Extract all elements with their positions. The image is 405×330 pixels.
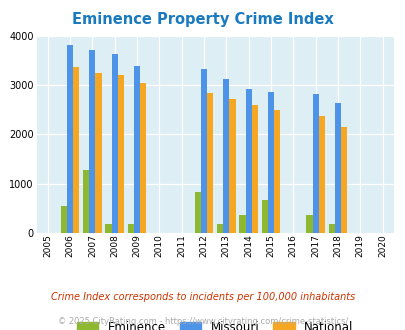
Text: © 2025 CityRating.com - https://www.cityrating.com/crime-statistics/: © 2025 CityRating.com - https://www.city…: [58, 317, 347, 326]
Bar: [67, 45, 73, 233]
Bar: [95, 73, 102, 233]
Bar: [229, 99, 235, 233]
Bar: [127, 224, 134, 233]
Bar: [194, 192, 200, 233]
Bar: [305, 215, 312, 233]
Bar: [207, 93, 213, 233]
Bar: [273, 110, 280, 233]
Bar: [267, 92, 273, 233]
Legend: Eminence, Missouri, National: Eminence, Missouri, National: [77, 321, 353, 330]
Bar: [245, 89, 251, 233]
Bar: [312, 94, 318, 233]
Bar: [261, 200, 267, 233]
Bar: [111, 54, 117, 233]
Bar: [60, 206, 67, 233]
Bar: [223, 79, 229, 233]
Bar: [334, 103, 340, 233]
Text: Crime Index corresponds to incidents per 100,000 inhabitants: Crime Index corresponds to incidents per…: [51, 292, 354, 302]
Bar: [216, 224, 223, 233]
Bar: [239, 215, 245, 233]
Bar: [73, 67, 79, 233]
Bar: [140, 83, 146, 233]
Bar: [134, 66, 140, 233]
Bar: [328, 224, 334, 233]
Bar: [251, 105, 258, 233]
Bar: [89, 50, 95, 233]
Bar: [83, 170, 89, 233]
Bar: [340, 127, 347, 233]
Text: Eminence Property Crime Index: Eminence Property Crime Index: [72, 12, 333, 26]
Bar: [318, 116, 324, 233]
Bar: [117, 75, 124, 233]
Bar: [105, 224, 111, 233]
Bar: [200, 69, 207, 233]
